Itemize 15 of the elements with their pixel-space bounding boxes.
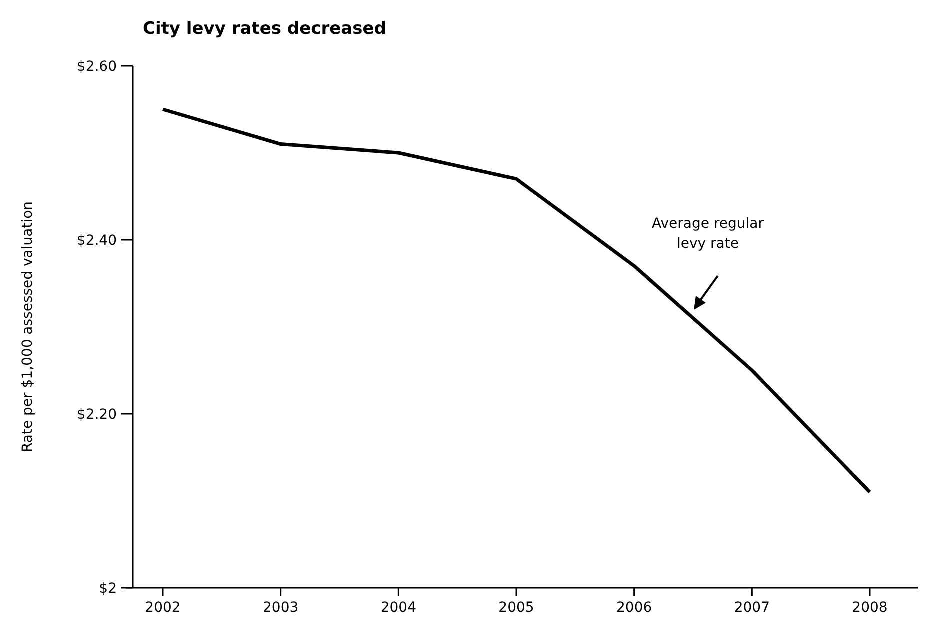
y-tick-label: $2.40 [76,232,117,249]
x-tick-label: 2003 [263,600,299,616]
x-tick-label: 2002 [145,600,181,616]
y-tick-label: $2.20 [76,406,117,423]
x-tick-label: 2006 [616,600,652,616]
x-tick-label: 2007 [734,600,770,616]
x-tick-label: 2004 [380,600,417,616]
y-tick-label: $2 [99,580,117,597]
line-series [161,108,872,494]
x-tick-label: 2005 [498,600,534,616]
annotation: Average regular levy rate [652,216,764,252]
y-tick-label: $2.60 [76,58,117,75]
x-tick-label: 2008 [852,600,888,616]
chart-title: City levy rates decreased [143,19,386,39]
y-axis-title: Rate per $1,000 assessed valuation [20,201,36,453]
